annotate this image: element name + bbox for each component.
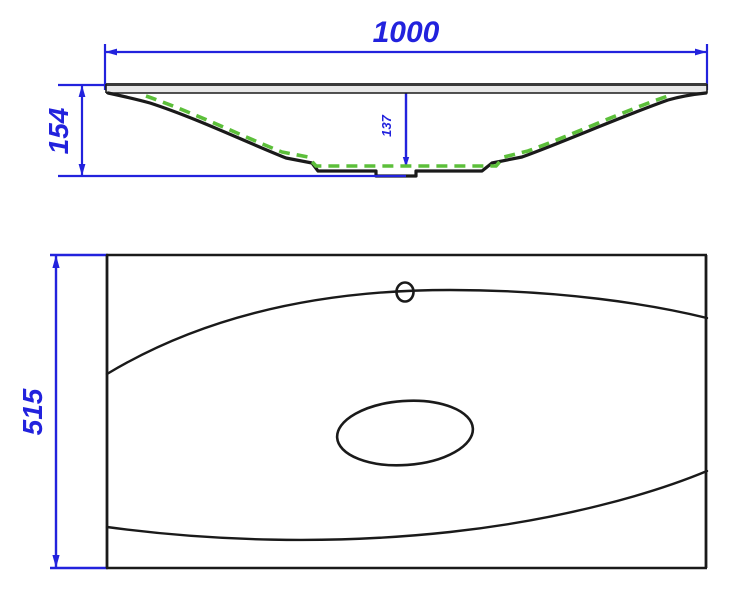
arrowhead-width-right (695, 48, 707, 56)
arrowhead-height-bottom (78, 164, 86, 176)
basin-rim-fill (106, 84, 707, 93)
basin-outline-bottom-arc (105, 469, 709, 542)
dimension-height-154: 154 (43, 83, 112, 178)
dimension-label-width: 1000 (373, 16, 440, 49)
drain-hole-icon (335, 399, 475, 467)
arrowhead-depth-top (52, 255, 60, 268)
dimension-width-1000: 1000 (103, 16, 709, 90)
dimension-label-height: 154 (43, 107, 74, 154)
dimension-depth-515: 515 (17, 253, 108, 570)
arrowhead-bowl-depth-bottom (402, 157, 410, 167)
arrowhead-width-left (105, 48, 117, 56)
arrowhead-height-top (78, 85, 86, 97)
plan-view: 515 (17, 253, 709, 570)
bowl-profile-inner (145, 94, 669, 168)
plan-outline-rect (105, 253, 708, 570)
cross-section-view: 1000 154 137 (43, 16, 709, 178)
dimension-label-depth: 515 (17, 388, 48, 435)
dimension-label-bowl-depth: 137 (379, 114, 394, 136)
dimension-bowl-depth-137: 137 (379, 88, 410, 167)
basin-outline-top-arc (105, 288, 709, 376)
arrowhead-depth-bottom (52, 555, 60, 568)
tap-hole-icon (395, 281, 415, 303)
basin-rim (105, 83, 708, 94)
